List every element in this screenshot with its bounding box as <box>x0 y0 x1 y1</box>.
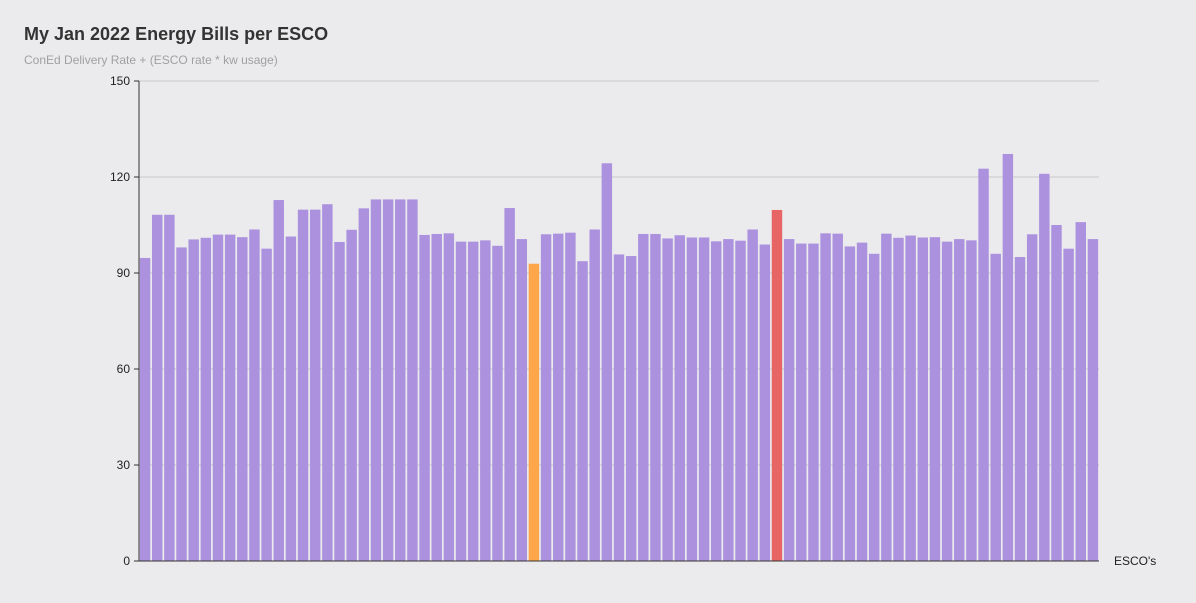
bar[interactable] <box>407 199 418 561</box>
bar[interactable] <box>334 241 345 561</box>
bar[interactable] <box>370 199 382 561</box>
bar[interactable] <box>698 237 710 562</box>
bar[interactable] <box>893 237 904 562</box>
bar[interactable] <box>164 214 175 561</box>
bar[interactable] <box>577 261 588 561</box>
bar[interactable] <box>1063 248 1074 561</box>
bar[interactable] <box>929 237 941 561</box>
bar[interactable] <box>844 246 856 561</box>
axes: 0 30 60 90 120 150 <box>110 74 1099 568</box>
bar[interactable] <box>455 241 467 561</box>
bar[interactable] <box>285 236 297 561</box>
bar[interactable] <box>820 233 831 561</box>
bar[interactable] <box>796 243 807 561</box>
y-tick-label: 0 <box>123 554 130 568</box>
bar[interactable] <box>346 229 357 562</box>
bar[interactable] <box>978 168 989 561</box>
bar[interactable] <box>674 235 685 562</box>
bar[interactable] <box>431 233 442 561</box>
bar[interactable] <box>747 229 758 562</box>
bar[interactable] <box>467 241 479 561</box>
bar[interactable] <box>1051 225 1062 561</box>
chart-subtitle: ConEd Delivery Rate + (ESCO rate * kw us… <box>24 53 278 67</box>
bar[interactable] <box>358 208 370 562</box>
bar[interactable] <box>1014 257 1026 561</box>
bar[interactable] <box>249 229 260 562</box>
bar[interactable] <box>480 240 491 562</box>
bars <box>139 153 1099 562</box>
bar[interactable] <box>868 253 880 562</box>
bar[interactable] <box>200 237 212 562</box>
bar[interactable] <box>638 233 649 561</box>
bar[interactable] <box>504 208 515 562</box>
bar[interactable] <box>395 199 406 561</box>
bar[interactable] <box>322 204 333 561</box>
bar[interactable] <box>152 214 163 561</box>
bar[interactable] <box>832 233 843 561</box>
bar[interactable] <box>783 239 795 561</box>
bar[interactable] <box>917 237 929 562</box>
y-tick-label: 90 <box>117 266 131 280</box>
y-tick-label: 60 <box>117 362 131 376</box>
bar[interactable] <box>261 248 272 561</box>
bar[interactable] <box>492 245 503 562</box>
bar[interactable] <box>1039 173 1050 562</box>
bar[interactable] <box>808 243 819 561</box>
y-tick-label: 30 <box>117 458 131 472</box>
bar[interactable] <box>553 233 564 561</box>
bar[interactable] <box>771 209 783 561</box>
bar[interactable] <box>735 240 746 561</box>
bar[interactable] <box>176 247 187 561</box>
bar[interactable] <box>881 233 892 561</box>
bar[interactable] <box>540 234 552 561</box>
bar[interactable] <box>1087 239 1099 561</box>
bar[interactable] <box>1026 234 1038 561</box>
bar[interactable] <box>954 239 965 561</box>
bar[interactable] <box>1002 153 1014 561</box>
bar[interactable] <box>382 199 394 561</box>
bar[interactable] <box>601 163 613 562</box>
bar[interactable] <box>662 238 673 561</box>
bar[interactable] <box>188 239 199 561</box>
bar[interactable] <box>710 241 722 561</box>
bar[interactable] <box>905 235 916 561</box>
bar[interactable] <box>723 239 734 561</box>
bar[interactable] <box>309 209 321 561</box>
bar[interactable] <box>419 234 430 562</box>
bar[interactable] <box>565 232 576 561</box>
bar[interactable] <box>966 240 977 562</box>
bar[interactable] <box>528 263 540 561</box>
bar[interactable] <box>613 254 625 561</box>
bar[interactable] <box>443 233 455 561</box>
bar[interactable] <box>589 229 600 562</box>
bar[interactable] <box>941 241 953 561</box>
bar[interactable] <box>297 209 309 561</box>
bar[interactable] <box>625 256 637 561</box>
bar[interactable] <box>139 257 151 561</box>
bar[interactable] <box>212 234 224 561</box>
bar[interactable] <box>516 239 528 561</box>
chart-title: My Jan 2022 Energy Bills per ESCO <box>24 24 329 44</box>
bar[interactable] <box>224 234 236 561</box>
bar[interactable] <box>686 237 698 562</box>
bar[interactable] <box>650 233 661 561</box>
y-tick-label: 120 <box>110 170 130 184</box>
bar[interactable] <box>1075 222 1086 561</box>
y-tick-label: 150 <box>110 74 130 88</box>
bar[interactable] <box>856 242 868 561</box>
bar[interactable] <box>273 200 284 562</box>
x-axis-label: ESCO's <box>1114 554 1156 568</box>
bar[interactable] <box>237 237 248 561</box>
bar[interactable] <box>759 244 771 561</box>
bar[interactable] <box>990 253 1001 562</box>
